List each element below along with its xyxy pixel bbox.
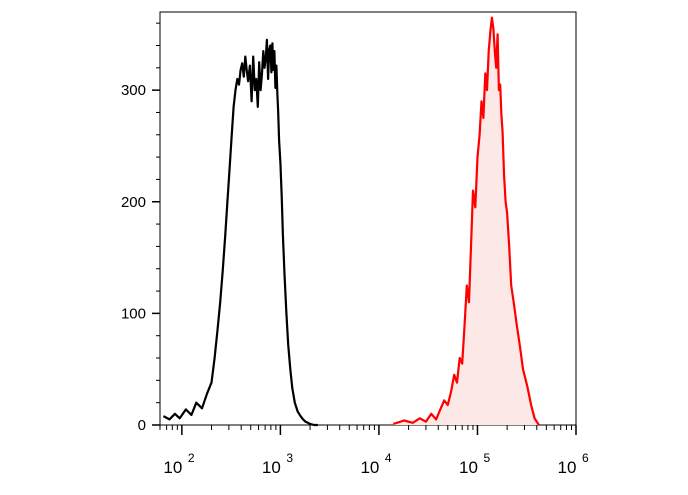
y-tick-label: 200 (121, 194, 146, 211)
x-tick-label-base: 10 (459, 458, 478, 477)
stained-histogram-fill (393, 17, 539, 425)
control-histogram-line (162, 38, 318, 427)
y-tick-label: 100 (121, 305, 146, 322)
y-tick-label: 300 (121, 82, 146, 99)
series-layer (162, 16, 540, 427)
x-tick-label-exponent: 4 (385, 451, 392, 465)
x-tick-label-base: 10 (360, 458, 379, 477)
x-tick-label-base: 10 (163, 458, 182, 477)
x-tick-label-exponent: 5 (483, 451, 490, 465)
x-tick-label-exponent: 3 (286, 451, 293, 465)
y-tick-label: 0 (138, 417, 146, 434)
x-tick-label-exponent: 6 (582, 451, 589, 465)
x-tick-label: 10 3 (262, 451, 293, 477)
x-tick-label-base: 10 (262, 458, 281, 477)
x-tick-label-exponent: 2 (188, 451, 195, 465)
x-tick-label-base: 10 (558, 458, 577, 477)
axis-layer: 0 100 200 300 10 2 10 3 10 4 10 5 10 6 (121, 22, 589, 477)
x-tick-label: 10 6 (558, 451, 589, 477)
x-tick-label: 10 5 (459, 451, 490, 477)
x-tick-label: 10 2 (163, 451, 194, 477)
x-tick-label: 10 4 (360, 451, 391, 477)
plot-frame (159, 11, 577, 426)
stained-histogram-line (392, 16, 540, 426)
